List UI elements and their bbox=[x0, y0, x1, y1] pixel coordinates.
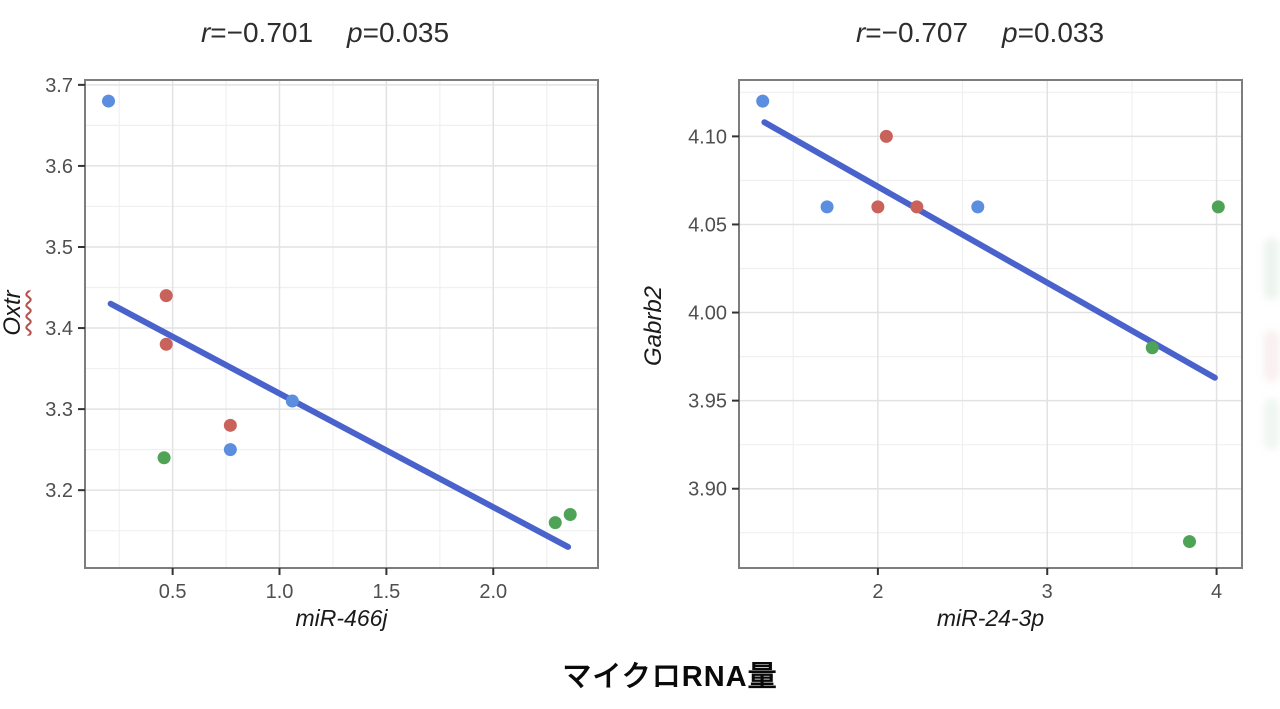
stat-symbol: p bbox=[346, 17, 363, 48]
data-point-group-green bbox=[1145, 341, 1159, 355]
panel-border bbox=[738, 79, 1243, 569]
x-tick-label: 2 bbox=[872, 581, 883, 603]
y-tick-label: 3.7 bbox=[45, 75, 73, 97]
cropped-legend-ghost bbox=[1264, 398, 1279, 450]
data-point-group-blue bbox=[971, 200, 985, 214]
data-point-group-red bbox=[871, 200, 885, 214]
y-tick-label: 3.3 bbox=[45, 399, 73, 421]
data-point-group-red bbox=[159, 289, 173, 303]
scatter-plot-gabrb2-mir24-3p: 2 3 4 3.90 3.95 4.00 4.05 4.10 r=−0.707 p=0.033 mi… bbox=[688, 17, 1243, 631]
y-tick-label: 3.6 bbox=[45, 156, 73, 178]
stat-value: =−0.707 bbox=[865, 17, 968, 48]
data-point-group-red bbox=[910, 200, 924, 214]
x-tick-label: 0.5 bbox=[159, 581, 187, 603]
y-tick-label: 3.5 bbox=[45, 237, 73, 259]
y-tick-label: 3.95 bbox=[688, 391, 727, 413]
data-point-group-red bbox=[159, 337, 173, 351]
y-axis-label-gabrb2: Gabrb2 bbox=[638, 216, 670, 436]
cropped-legend-ghost bbox=[1264, 330, 1279, 382]
y-axis-label-oxtr: Oxtr bbox=[0, 203, 29, 423]
stat-symbol: p bbox=[1001, 17, 1018, 48]
spellcheck-squiggle-text: Oxtr bbox=[0, 290, 26, 336]
stat-value: =0.033 bbox=[1018, 17, 1104, 48]
data-point-group-red bbox=[223, 418, 237, 432]
y-tick-label: 3.90 bbox=[688, 479, 727, 501]
plot-title-stats: r=−0.701 p=0.035 bbox=[201, 17, 449, 48]
y-tick-label: 3.4 bbox=[45, 318, 73, 340]
shared-x-axis-title: マイクロRNA量 bbox=[562, 661, 778, 693]
data-point-group-red bbox=[879, 129, 893, 143]
data-point-group-green bbox=[157, 451, 171, 465]
scatter-plot-oxtr-mir466j: 0.5 1.0 1.5 2.0 3.2 3.3 3.4 3.5 3.6 3.7 r=−0.701 p=… bbox=[45, 17, 599, 631]
x-axis-label: miR-24-3p bbox=[937, 605, 1045, 631]
data-point-group-blue bbox=[102, 94, 116, 108]
data-point-group-green bbox=[1211, 200, 1225, 214]
data-point-group-green bbox=[548, 516, 562, 530]
y-tick-label: 4.10 bbox=[688, 126, 727, 148]
data-point-group-blue bbox=[285, 394, 299, 408]
plot-title-stats: r=−0.707 p=0.033 bbox=[856, 17, 1104, 48]
regression-line bbox=[107, 300, 572, 550]
stat-symbol: r bbox=[201, 17, 212, 48]
data-point-group-blue bbox=[820, 200, 834, 214]
stat-value: =−0.701 bbox=[210, 17, 313, 48]
x-tick-label: 3 bbox=[1042, 581, 1053, 603]
panel-border bbox=[84, 79, 599, 569]
y-axis-label-text: Gabrb2 bbox=[640, 285, 667, 367]
x-axis-label: miR-466j bbox=[295, 605, 388, 631]
data-point-group-green bbox=[563, 507, 577, 521]
data-point-group-blue bbox=[756, 94, 770, 108]
data-point-group-blue bbox=[223, 443, 237, 457]
regression-line bbox=[761, 119, 1218, 381]
y-tick-label: 3.2 bbox=[45, 480, 73, 502]
x-tick-label: 1.5 bbox=[372, 581, 400, 603]
y-tick-label: 4.00 bbox=[688, 303, 727, 325]
cropped-legend-ghost bbox=[1264, 238, 1279, 300]
x-tick-label: 2.0 bbox=[479, 581, 507, 603]
stat-value: =0.035 bbox=[363, 17, 449, 48]
data-point-group-green bbox=[1182, 535, 1196, 549]
x-tick-label: 4 bbox=[1211, 581, 1222, 603]
stat-symbol: r bbox=[856, 17, 867, 48]
x-tick-label: 1.0 bbox=[266, 581, 294, 603]
y-tick-label: 4.05 bbox=[688, 214, 727, 236]
